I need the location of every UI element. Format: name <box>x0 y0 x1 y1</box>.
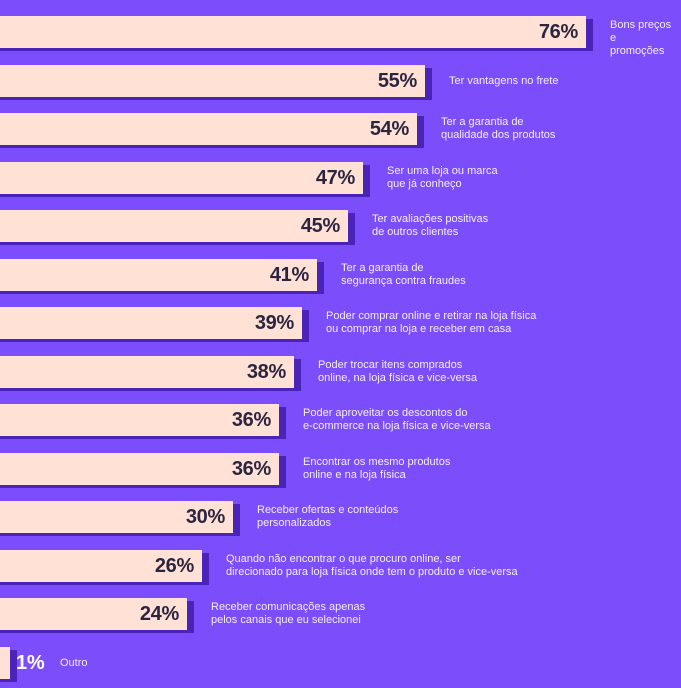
bar-value-label: 1% <box>16 652 45 674</box>
bar-value-label: 26% <box>154 555 194 577</box>
bar <box>0 501 233 533</box>
bar-value-label: 55% <box>377 70 417 92</box>
category-label: Ter vantagens no frete <box>449 74 559 87</box>
bar <box>0 550 202 582</box>
bar <box>0 647 10 679</box>
bar <box>0 65 425 97</box>
bar-value-label: 30% <box>185 506 225 528</box>
bar <box>0 598 187 630</box>
bar <box>0 307 302 339</box>
category-label: Receber ofertas e conteúdos personalizad… <box>257 504 399 529</box>
category-label: Ter avaliações positivas de outros clien… <box>372 213 489 238</box>
category-label: Ser uma loja ou marca que já conheço <box>387 165 498 190</box>
category-label: Ter a garantia de qualidade dos produtos <box>441 116 556 141</box>
category-label: Receber comunicações apenas pelos canais… <box>211 601 366 626</box>
bar-value-label: 47% <box>315 167 355 189</box>
bar <box>0 453 279 485</box>
category-label: Poder aproveitar os descontos do e-comme… <box>303 407 491 432</box>
category-label: Ter a garantia de segurança contra fraud… <box>341 262 466 287</box>
bar <box>0 210 348 242</box>
bar <box>0 356 294 388</box>
category-label: Outro <box>60 656 88 669</box>
bar-value-label: 45% <box>300 215 340 237</box>
bar <box>0 113 417 145</box>
bar <box>0 162 363 194</box>
bar-value-label: 76% <box>538 21 578 43</box>
bar-value-label: 36% <box>231 409 271 431</box>
bar-value-label: 38% <box>246 361 286 383</box>
bar-value-label: 54% <box>369 118 409 140</box>
bar <box>0 404 279 436</box>
bar <box>0 259 317 291</box>
category-label: Poder comprar online e retirar na loja f… <box>326 310 537 335</box>
category-label: Bons preços e promoções <box>610 19 672 57</box>
bar-value-label: 39% <box>254 312 294 334</box>
bar-value-label: 36% <box>231 458 271 480</box>
category-label: Poder trocar itens comprados online, na … <box>318 359 477 384</box>
category-label: Encontrar os mesmo produtos online e na … <box>303 456 451 481</box>
bar-value-label: 41% <box>269 264 309 286</box>
bar-value-label: 24% <box>139 603 179 625</box>
bar <box>0 16 586 48</box>
category-label: Quando não encontrar o que procuro onlin… <box>226 553 518 578</box>
